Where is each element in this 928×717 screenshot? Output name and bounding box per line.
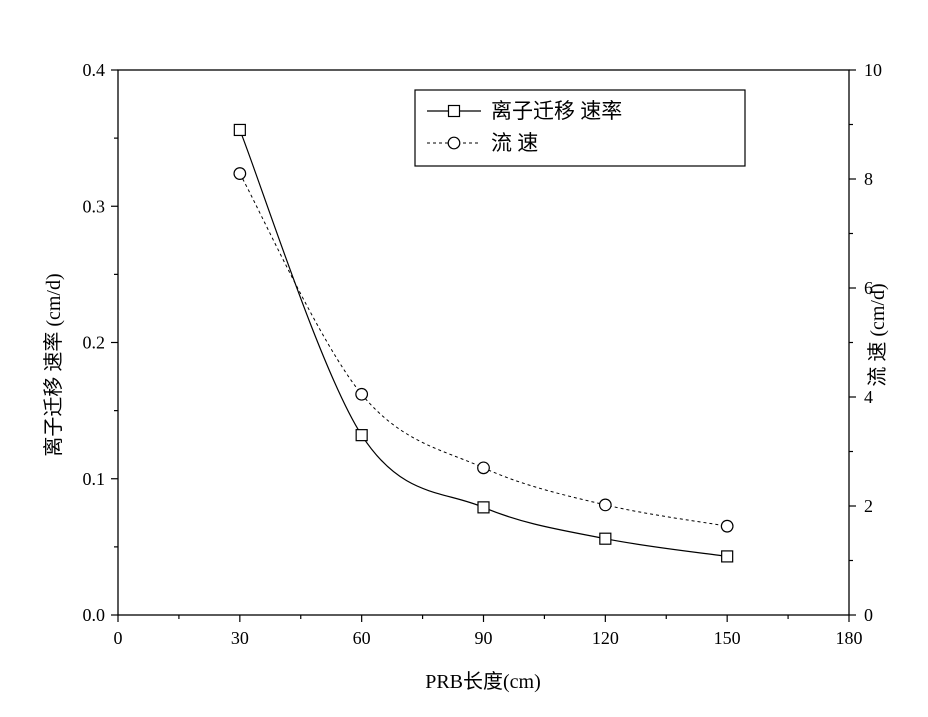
legend-label-1: 流 速 <box>491 131 538 155</box>
x-tick-label: 90 <box>475 628 493 648</box>
series-0-point <box>477 501 490 514</box>
y-right-tick-label: 0 <box>864 605 873 625</box>
y-right-tick-label: 10 <box>864 60 882 80</box>
series-1-point <box>477 461 490 475</box>
series-0-point <box>233 123 246 137</box>
series-1-point <box>233 167 247 180</box>
x-axis: 0 30 60 90 120 150 180 <box>114 615 863 648</box>
series-layer <box>233 123 734 563</box>
series-0-point <box>599 532 612 545</box>
x-tick-label: 150 <box>714 628 741 648</box>
y-right-tick-label: 2 <box>864 496 873 516</box>
x-tick-label: 0 <box>114 628 123 648</box>
y-left-tick-label: 0.3 <box>83 196 106 216</box>
series-1-point <box>720 519 734 533</box>
y-left-tick-label: 0.2 <box>83 333 106 353</box>
y-left-tick-label: 0.0 <box>83 605 106 625</box>
right-y-axis-title: 流 速 (cm/d) <box>866 283 889 386</box>
right-y-axis: 0 2 4 6 8 10 <box>849 60 882 625</box>
x-tick-label: 30 <box>231 628 249 648</box>
legend-marker-1 <box>447 136 461 150</box>
x-tick-label: 120 <box>592 628 619 648</box>
y-right-tick-label: 6 <box>864 278 873 298</box>
legend-box <box>414 89 746 167</box>
x-tick-label: 60 <box>353 628 371 648</box>
left-y-axis-title: 离子迁移 速率 (cm/d) <box>42 273 65 456</box>
legend: 离子迁移 速率 流 速 <box>414 89 746 167</box>
left-y-axis: 0.0 0.1 0.2 0.3 0.4 <box>83 60 118 625</box>
series-line-1 <box>239 173 728 527</box>
series-1-point <box>598 498 612 512</box>
y-right-tick-label: 4 <box>864 387 873 407</box>
series-1-point <box>355 387 369 401</box>
x-axis-title: PRB长度(cm) <box>425 670 541 693</box>
series-0-point <box>355 429 368 442</box>
series-line-0 <box>239 129 728 558</box>
y-right-tick-label: 8 <box>864 169 873 189</box>
legend-label-0: 离子迁移 速率 <box>491 99 622 123</box>
legend-marker-0 <box>447 104 461 118</box>
y-left-tick-label: 0.1 <box>83 469 106 489</box>
x-tick-label: 180 <box>836 628 863 648</box>
series-0-point <box>721 550 734 563</box>
y-left-tick-label: 0.4 <box>83 60 106 80</box>
